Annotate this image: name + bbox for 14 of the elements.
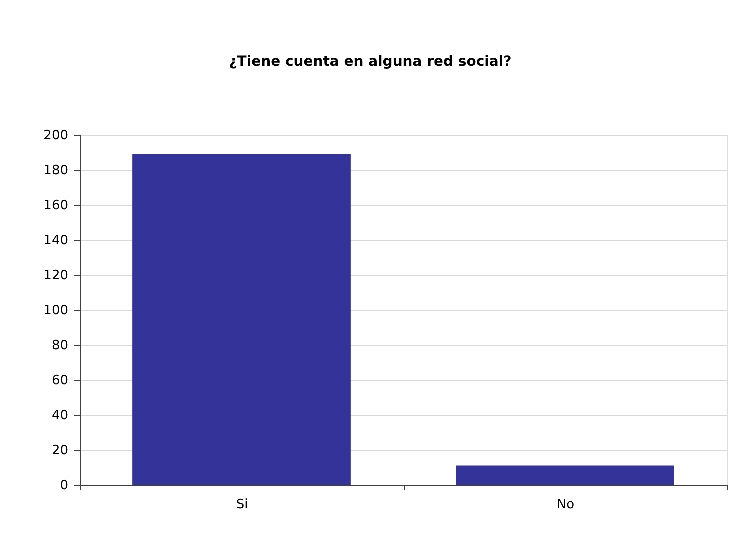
y-tick-label: 60 <box>52 374 68 388</box>
y-tick-label: 20 <box>52 444 68 458</box>
y-tick-label: 100 <box>44 304 68 318</box>
y-tick-label: 80 <box>52 338 68 354</box>
x-tick-label: No <box>556 498 575 512</box>
y-tick-label: 160 <box>44 198 68 214</box>
y-tick-label: 180 <box>44 164 68 178</box>
y-tick-label: 40 <box>52 408 68 424</box>
x-tick-label: Si <box>236 498 248 512</box>
y-tick-label: 0 <box>60 478 68 494</box>
chart-title: ¿Tiene cuenta en alguna red social? <box>229 54 512 70</box>
y-tick-label: 120 <box>44 268 68 284</box>
y-tick-label: 200 <box>44 128 68 144</box>
y-tick-label: 140 <box>44 234 68 248</box>
